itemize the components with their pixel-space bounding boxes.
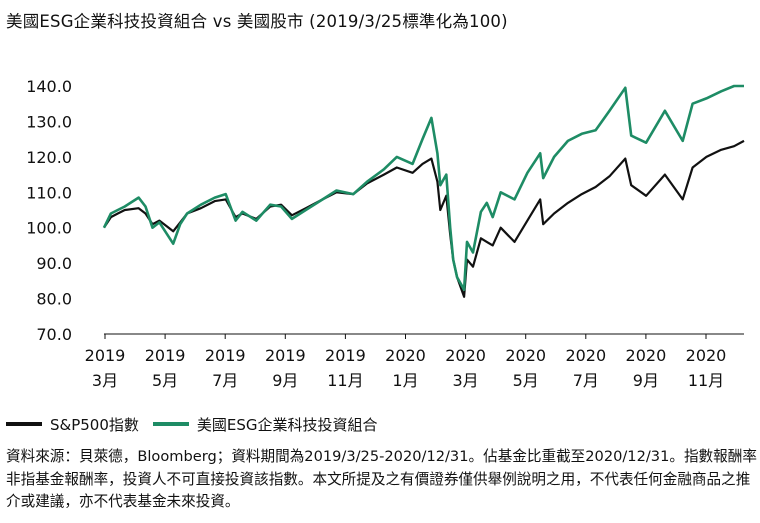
legend-label-sp500: S&P500指數 xyxy=(50,415,139,434)
series-line-esg xyxy=(102,84,744,292)
legend: S&P500指數 美國ESG企業科技投資組合 xyxy=(6,413,392,435)
x-tick-year: 2019 xyxy=(325,346,366,365)
series-lines xyxy=(102,84,745,298)
line-chart: 140.0 130.0 120.0 110.0 100.0 90.0 80.0 70.0 20… xyxy=(26,77,745,390)
x-tick-month: 3月 xyxy=(453,371,479,390)
y-axis: 140.0 130.0 120.0 110.0 100.0 90.0 80.0 70.0 xyxy=(26,77,72,344)
x-tick-month: 5月 xyxy=(513,371,539,390)
x-tick-year: 2019 xyxy=(85,346,126,365)
x-tick-month: 11月 xyxy=(327,371,363,390)
x-tick-year: 2019 xyxy=(205,346,246,365)
x-tick-year: 2020 xyxy=(385,346,426,365)
x-tick-year: 2019 xyxy=(145,346,186,365)
series-line-sp500 xyxy=(103,139,745,298)
y-tick-label: 140.0 xyxy=(26,77,72,96)
y-tick-label: 90.0 xyxy=(36,254,72,273)
x-tick-month: 3月 xyxy=(92,371,118,390)
x-tick-month: 1月 xyxy=(392,371,418,390)
y-tick-label: 100.0 xyxy=(26,219,72,238)
chart-title: 美國ESG企業科技投資組合 vs 美國股市 (2019/3/25標準化為100) xyxy=(6,12,508,31)
x-tick-month: 9月 xyxy=(272,371,298,390)
y-tick-label: 70.0 xyxy=(36,325,72,344)
legend-swatch-esg xyxy=(152,422,189,426)
x-tick-month: 5月 xyxy=(152,371,178,390)
x-tick-year: 2019 xyxy=(265,346,306,365)
y-tick-label: 110.0 xyxy=(26,183,72,202)
source-note: 資料來源：貝萊德，Bloomberg；資料期間為2019/3/25-2020/1… xyxy=(6,448,757,510)
x-axis: 2019 3月 2019 5月 2019 7月 2019 9月 2019 11月 2020 1月 202… xyxy=(85,334,727,390)
x-tick-month: 7月 xyxy=(212,371,238,390)
x-tick-year: 2020 xyxy=(626,346,667,365)
x-tick-year: 2020 xyxy=(505,346,546,365)
y-tick-label: 120.0 xyxy=(26,148,72,167)
legend-item-sp500: S&P500指數 xyxy=(6,414,139,435)
x-tick-year: 2020 xyxy=(565,346,606,365)
y-tick-label: 130.0 xyxy=(26,112,72,131)
x-tick-month: 11月 xyxy=(688,371,724,390)
legend-item-esg: 美國ESG企業科技投資組合 xyxy=(152,414,378,435)
legend-label-esg: 美國ESG企業科技投資組合 xyxy=(196,415,378,434)
x-tick-year: 2020 xyxy=(686,346,727,365)
y-tick-label: 80.0 xyxy=(36,290,72,309)
x-tick-year: 2020 xyxy=(445,346,486,365)
x-tick-month: 9月 xyxy=(633,371,659,390)
x-tick-month: 7月 xyxy=(573,371,599,390)
legend-swatch-sp500 xyxy=(6,422,42,426)
